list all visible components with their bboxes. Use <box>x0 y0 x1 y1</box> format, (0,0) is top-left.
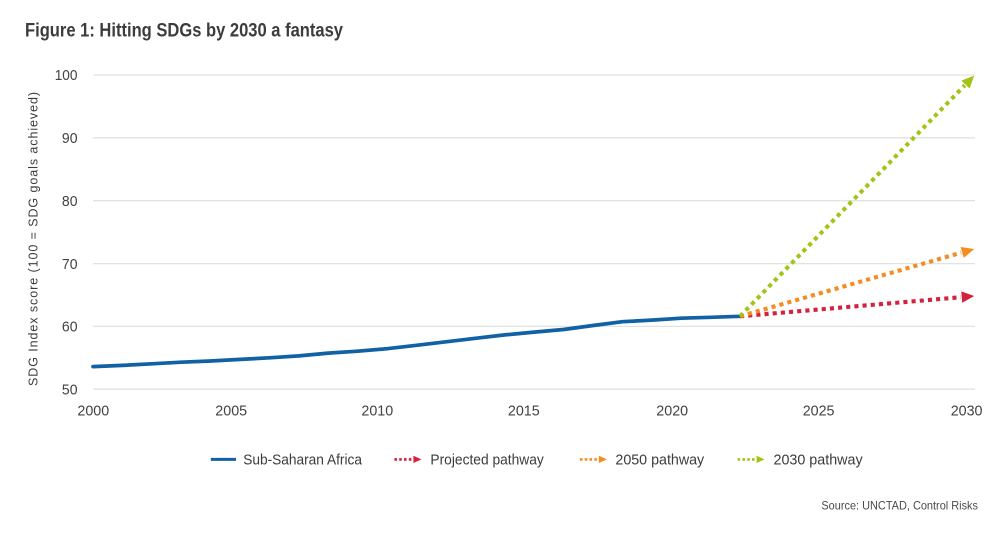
svg-text:2030: 2030 <box>951 403 983 420</box>
svg-text:2010: 2010 <box>361 403 393 420</box>
svg-text:Source: UNCTAD, Control Risks: Source: UNCTAD, Control Risks <box>821 499 978 513</box>
svg-text:80: 80 <box>62 193 78 210</box>
svg-text:2020: 2020 <box>656 403 688 420</box>
svg-text:SDG Index score (100 = SDG goa: SDG Index score (100 = SDG goals achieve… <box>27 92 41 386</box>
svg-text:100: 100 <box>55 67 78 84</box>
svg-text:Figure 1: Hitting SDGs by 2030: Figure 1: Hitting SDGs by 2030 a fantasy <box>25 20 343 42</box>
svg-text:70: 70 <box>62 256 78 273</box>
svg-text:2015: 2015 <box>508 403 540 420</box>
svg-text:2030 pathway: 2030 pathway <box>774 451 864 468</box>
svg-text:Sub-Saharan Africa: Sub-Saharan Africa <box>243 451 362 468</box>
svg-text:50: 50 <box>62 381 78 398</box>
svg-text:2000: 2000 <box>77 403 109 420</box>
svg-text:2005: 2005 <box>215 403 247 420</box>
svg-text:60: 60 <box>62 319 78 336</box>
svg-text:90: 90 <box>62 130 78 147</box>
svg-text:Projected pathway: Projected pathway <box>430 451 544 468</box>
svg-text:2025: 2025 <box>803 403 835 420</box>
svg-text:2050 pathway: 2050 pathway <box>615 451 704 468</box>
